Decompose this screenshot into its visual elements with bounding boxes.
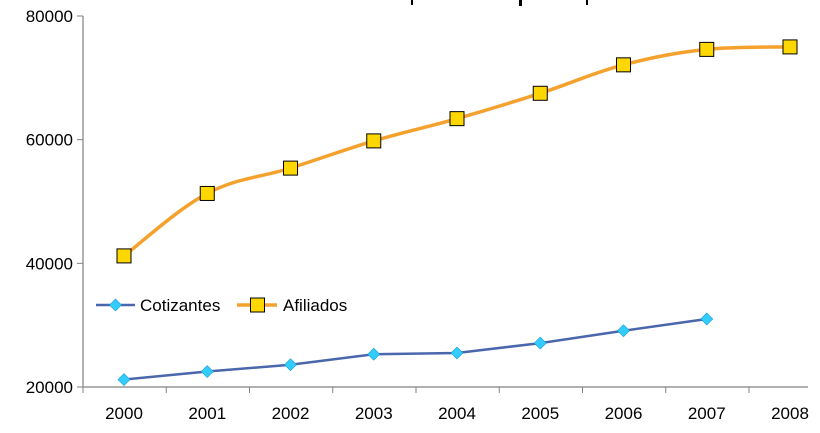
y-tick-label: 80000 — [26, 7, 73, 26]
x-tick-label: 2005 — [521, 404, 559, 423]
x-tick-label: 2007 — [688, 404, 726, 423]
series-line-afiliados — [124, 47, 790, 256]
data-point-cotizantes — [118, 374, 130, 386]
legend-marker-cotizantes — [110, 299, 122, 311]
legend-label-cotizantes: Cotizantes — [140, 296, 220, 315]
data-point-afiliados — [533, 86, 547, 100]
legend-item-cotizantes: Cotizantes — [96, 296, 220, 315]
data-point-cotizantes — [201, 366, 213, 378]
clipped-title-fragments — [411, 0, 588, 6]
data-point-cotizantes — [618, 325, 630, 337]
series-afiliados — [117, 40, 797, 263]
series-layer — [117, 40, 797, 386]
x-axis-ticks: 2000 2001 2002 2003 2004 2005 2006 2007 2008 — [83, 387, 820, 423]
data-point-afiliados — [700, 42, 714, 56]
x-tick-label: 2006 — [605, 404, 643, 423]
y-tick-label: 20000 — [26, 378, 73, 397]
y-tick-label: 40000 — [26, 254, 73, 273]
x-tick-label: 2002 — [272, 404, 310, 423]
data-point-cotizantes — [368, 348, 380, 360]
x-tick-label: 2000 — [105, 404, 143, 423]
legend-marker-afiliados — [251, 298, 265, 312]
data-point-afiliados — [367, 134, 381, 148]
legend: Cotizantes Afiliados — [96, 296, 347, 315]
data-point-afiliados — [617, 58, 631, 72]
data-point-cotizantes — [285, 359, 297, 371]
x-tick-label: 2008 — [771, 404, 809, 423]
x-tick-label: 2001 — [188, 404, 226, 423]
y-axis-ticks: 20000 40000 60000 80000 — [26, 7, 83, 397]
legend-item-afiliados: Afiliados — [237, 296, 347, 315]
x-tick-label: 2003 — [355, 404, 393, 423]
legend-label-afiliados: Afiliados — [283, 296, 347, 315]
data-point-afiliados — [284, 161, 298, 175]
data-point-afiliados — [200, 186, 214, 200]
data-point-cotizantes — [451, 347, 463, 359]
series-cotizantes — [118, 313, 713, 386]
y-tick-label: 60000 — [26, 131, 73, 150]
x-tick-label: 2004 — [438, 404, 476, 423]
data-point-cotizantes — [701, 313, 713, 325]
data-point-afiliados — [117, 249, 131, 263]
data-point-cotizantes — [534, 337, 546, 349]
data-point-afiliados — [783, 40, 797, 54]
data-point-afiliados — [450, 112, 464, 126]
